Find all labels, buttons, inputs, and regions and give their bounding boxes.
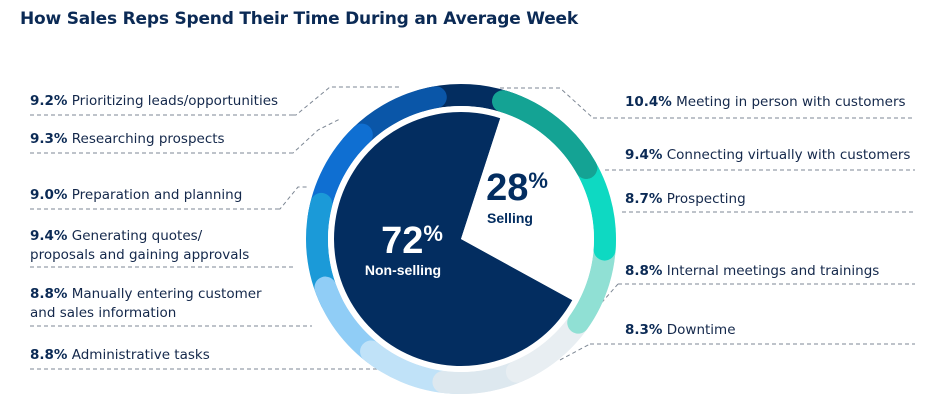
category-text: Internal meetings and trainings: [662, 263, 880, 279]
category-label: 8.8% Administrative tasks: [30, 346, 210, 365]
leader-lines: [30, 86, 915, 370]
category-label: 9.0% Preparation and planning: [30, 186, 242, 205]
category-label: 9.2% Prioritizing leads/opportunities: [30, 92, 278, 111]
category-label: 9.4% Generating quotes/proposals and gai…: [30, 227, 249, 265]
category-text: Researching prospects: [67, 131, 225, 147]
leader-line: [559, 343, 591, 361]
category-percent: 9.2%: [30, 93, 68, 109]
pie-slice-non-selling: [333, 111, 573, 367]
ring-segment: [492, 90, 598, 179]
selling-label: Selling: [487, 210, 533, 226]
leader-line: [293, 86, 400, 116]
leader-line: [290, 118, 341, 154]
category-text-line2: and sales information: [30, 305, 177, 321]
category-text: Manually entering customer: [67, 286, 262, 302]
category-label: 9.3% Researching prospects: [30, 130, 225, 149]
category-percent: 8.8%: [30, 286, 68, 302]
leader-line: [596, 283, 619, 309]
category-label: 8.7% Prospecting: [625, 190, 746, 209]
non-selling-percent: 72%: [381, 220, 443, 262]
summary-pie: [333, 111, 588, 367]
category-label: 8.8% Internal meetings and trainings: [625, 262, 879, 281]
category-percent: 9.3%: [30, 131, 68, 147]
leader-line: [500, 87, 594, 119]
non-selling-label: Non-selling: [365, 262, 441, 278]
chart-title: How Sales Reps Spend Their Time During a…: [20, 9, 578, 29]
category-text: Prioritizing leads/opportunities: [67, 93, 279, 109]
category-percent: 9.4%: [625, 147, 663, 163]
category-label: 8.8% Manually entering customer and sales…: [30, 285, 262, 323]
category-percent: 8.3%: [625, 322, 663, 338]
category-percent: 10.4%: [625, 94, 672, 110]
category-percent: 8.8%: [30, 347, 68, 363]
pie-slice-selling: [461, 118, 588, 301]
leader-line: [278, 186, 308, 210]
category-label: 9.4% Connecting virtually with customers: [625, 146, 910, 165]
category-percent: 9.4%: [30, 228, 68, 244]
category-percent: 9.0%: [30, 187, 68, 203]
category-text: Generating quotes/: [67, 228, 203, 244]
category-text: Prospecting: [662, 191, 746, 207]
selling-percent: 28%: [486, 167, 548, 209]
category-text-line2: proposals and gaining approvals: [30, 247, 250, 263]
category-percent: 8.8%: [625, 263, 663, 279]
category-label: 10.4% Meeting in person with customers: [625, 93, 906, 112]
category-label: 8.3% Downtime: [625, 321, 736, 340]
category-text: Connecting virtually with customers: [662, 147, 911, 163]
center-labels: 28%Selling 72%Non-selling: [365, 167, 548, 278]
category-text: Downtime: [662, 322, 736, 338]
category-text: Meeting in person with customers: [671, 94, 906, 110]
category-text: Preparation and planning: [67, 187, 243, 203]
category-text: Administrative tasks: [67, 347, 210, 363]
category-percent: 8.7%: [625, 191, 663, 207]
